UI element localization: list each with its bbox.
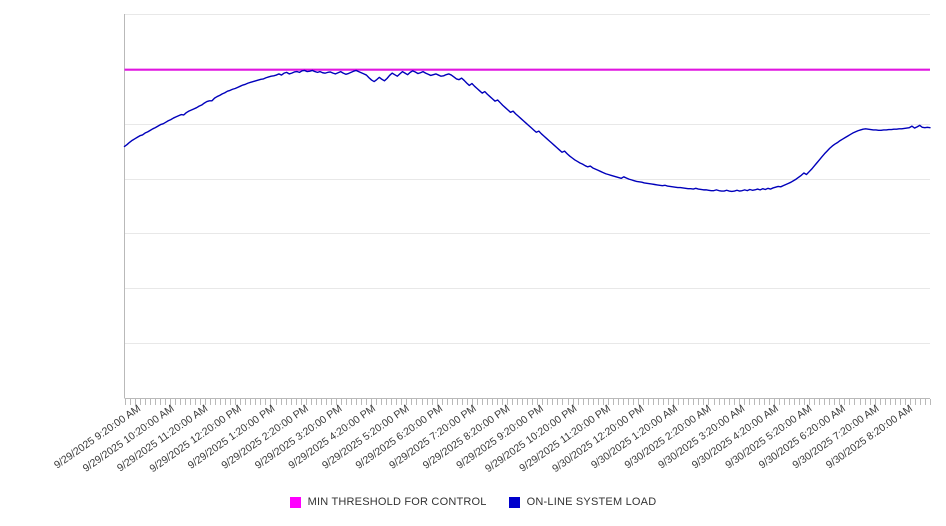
gridlines (124, 14, 930, 399)
x-axis-ticks (125, 399, 931, 405)
legend-swatch-icon (289, 496, 301, 508)
legend-item-min-threshold-for-control: MIN THRESHOLD FOR CONTROL (289, 496, 487, 508)
legend-label: MIN THRESHOLD FOR CONTROL (307, 496, 487, 508)
x-axis-labels: 9/29/2025 9:20:00 AM9/29/2025 10:20:00 A… (52, 403, 915, 475)
chart-legend: MIN THRESHOLD FOR CONTROL ON-LINE SYSTEM… (0, 496, 946, 508)
legend-label: ON-LINE SYSTEM LOAD (526, 496, 657, 508)
series-on-line-system-load (123, 69, 931, 193)
legend-item-on-line-system-load: ON-LINE SYSTEM LOAD (508, 496, 657, 508)
legend-swatch-icon (508, 496, 520, 508)
